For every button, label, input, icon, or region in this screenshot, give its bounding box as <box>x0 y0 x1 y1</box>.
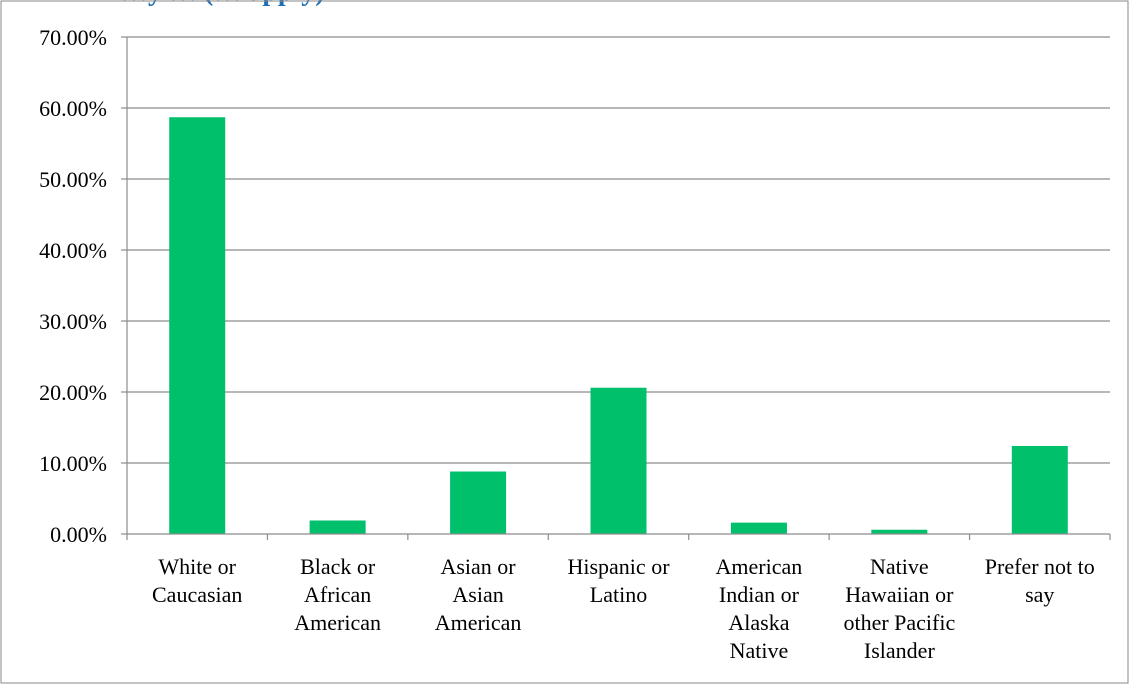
x-category-label-line: Hawaiian or <box>845 582 954 607</box>
x-category-label-line: Asian <box>452 582 503 607</box>
axes <box>126 37 1111 540</box>
y-tick-label: 30.00% <box>39 309 107 334</box>
x-category-label-line: Prefer not to <box>985 554 1095 579</box>
x-category-label-line: American <box>435 610 522 635</box>
y-tick-label: 70.00% <box>39 25 107 50</box>
bar <box>590 387 647 534</box>
y-tick-label: 0.00% <box>50 522 107 547</box>
x-category-label: American Indian or Alaska Native <box>716 554 803 663</box>
x-category-label-line: Asian or <box>440 554 516 579</box>
bars <box>169 117 1068 534</box>
x-category-label-line: Native <box>870 554 929 579</box>
x-category-label-line: Indian or <box>719 582 800 607</box>
y-tick-label: 20.00% <box>39 380 107 405</box>
x-category-label: White or Caucasian <box>152 554 242 607</box>
x-category-label: Hispanic or Latino <box>567 554 670 607</box>
x-category-label-line: Latino <box>590 582 647 607</box>
chart-title: …y … (… apply) <box>120 0 325 8</box>
x-category-labels: White or Caucasian Black or African American… <box>152 554 1095 663</box>
x-category-label: Black or African American <box>294 554 381 635</box>
x-category-label-line: White or <box>158 554 236 579</box>
x-category-label-line: American <box>716 554 803 579</box>
x-category-label: Prefer not to say <box>985 554 1095 607</box>
y-tick-label: 60.00% <box>39 96 107 121</box>
x-category-label-line: other Pacific <box>843 610 955 635</box>
bar <box>450 471 507 534</box>
y-tick-label: 10.00% <box>39 451 107 476</box>
x-category-label-line: say <box>1025 582 1054 607</box>
bar <box>730 522 787 534</box>
x-category-label-line: Native <box>730 638 789 663</box>
x-category-label-line: African <box>304 582 371 607</box>
x-category-label-line: Alaska <box>728 610 789 635</box>
bar <box>169 117 226 534</box>
y-tick-label: 50.00% <box>39 167 107 192</box>
x-category-label-line: Caucasian <box>152 582 242 607</box>
x-category-label-line: Black or <box>300 554 376 579</box>
x-category-label-line: Hispanic or <box>567 554 670 579</box>
x-category-label-line: Islander <box>864 638 936 663</box>
bar <box>1011 445 1068 534</box>
bar <box>309 520 366 534</box>
y-tick-labels: 0.00% 10.00% 20.00% 30.00% 40.00% 50.00% 60.00… <box>39 25 107 547</box>
x-category-label-line: American <box>294 610 381 635</box>
bar <box>871 529 928 534</box>
y-tick-label: 40.00% <box>39 238 107 263</box>
x-category-label: Native Hawaiian or other Pacific Islander <box>843 554 955 663</box>
x-category-label: Asian or Asian American <box>435 554 522 635</box>
